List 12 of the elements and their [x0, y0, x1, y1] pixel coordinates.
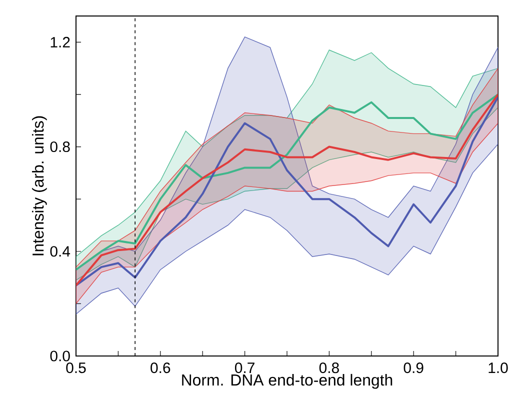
x-tick-label: 0.8: [319, 362, 339, 374]
x-tick-label: 0.7: [234, 362, 254, 374]
y-tick-label: 0.0: [50, 350, 70, 362]
y-tick-label: 0.4: [50, 246, 70, 257]
x-tick-label: 0.6: [150, 362, 170, 374]
x-axis-title: Norm. DNA end-to-end length: [182, 374, 392, 389]
y-tick-label: 1.2: [50, 36, 70, 48]
x-tick-label: 0.5: [66, 362, 86, 374]
x-tick-label: 0.9: [404, 362, 424, 374]
y-tick-label: 0.8: [50, 141, 70, 152]
y-axis-title: Intensity (arb. units): [32, 116, 47, 256]
x-tick-label: 1.0: [488, 362, 508, 374]
